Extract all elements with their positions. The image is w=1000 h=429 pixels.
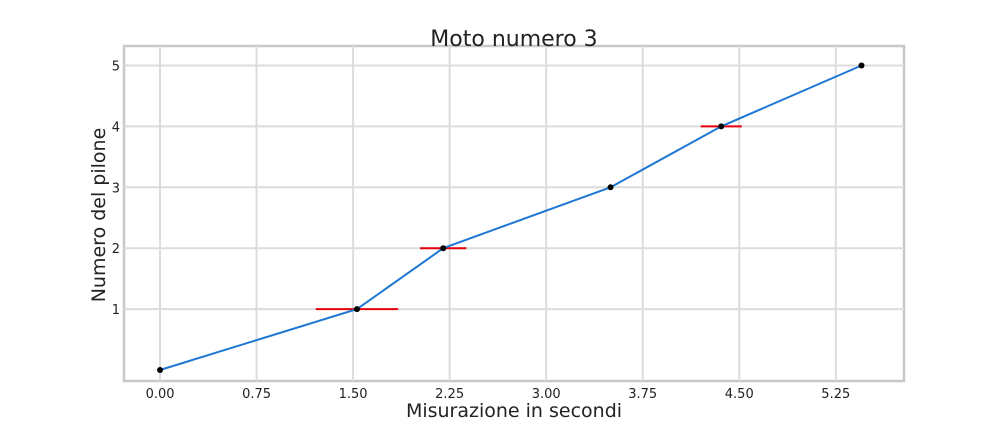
y-tick-label: 1: [112, 303, 120, 318]
data-points: [157, 62, 865, 374]
x-tick-label: 0.00: [146, 387, 175, 402]
y-tick-label: 4: [112, 120, 120, 135]
data-point: [157, 367, 164, 374]
y-tick-label: 5: [112, 59, 120, 74]
grid: [124, 46, 904, 381]
series-lines: [159, 64, 862, 371]
data-point: [353, 306, 360, 313]
x-tick-labels: 0.00 0.75 1.50 2.25 3.00 3.75 4.50 5.25: [146, 387, 851, 402]
x-tick-label: 5.25: [821, 387, 850, 402]
x-axis-label: Misurazione in secondi: [406, 400, 622, 422]
y-axis-label: Numero del pilone: [88, 128, 110, 303]
data-point: [440, 245, 447, 252]
y-tick-label: 3: [112, 181, 120, 196]
x-tick-label: 3.75: [628, 387, 657, 402]
x-tick-label: 0.75: [242, 387, 271, 402]
data-point: [718, 123, 725, 130]
y-tick-label: 2: [112, 242, 120, 257]
x-tick-label: 4.50: [725, 387, 754, 402]
series-line: [159, 64, 862, 371]
plot-area: [122, 44, 906, 383]
x-tick-label: 1.50: [339, 387, 368, 402]
data-point: [858, 62, 865, 69]
x-tick-label: 3.00: [532, 387, 561, 402]
data-point: [607, 184, 614, 191]
chart-title: Moto numero 3: [430, 27, 597, 52]
x-tick-label: 2.25: [435, 387, 464, 402]
y-tick-labels: 1 2 3 4 5: [112, 59, 120, 318]
